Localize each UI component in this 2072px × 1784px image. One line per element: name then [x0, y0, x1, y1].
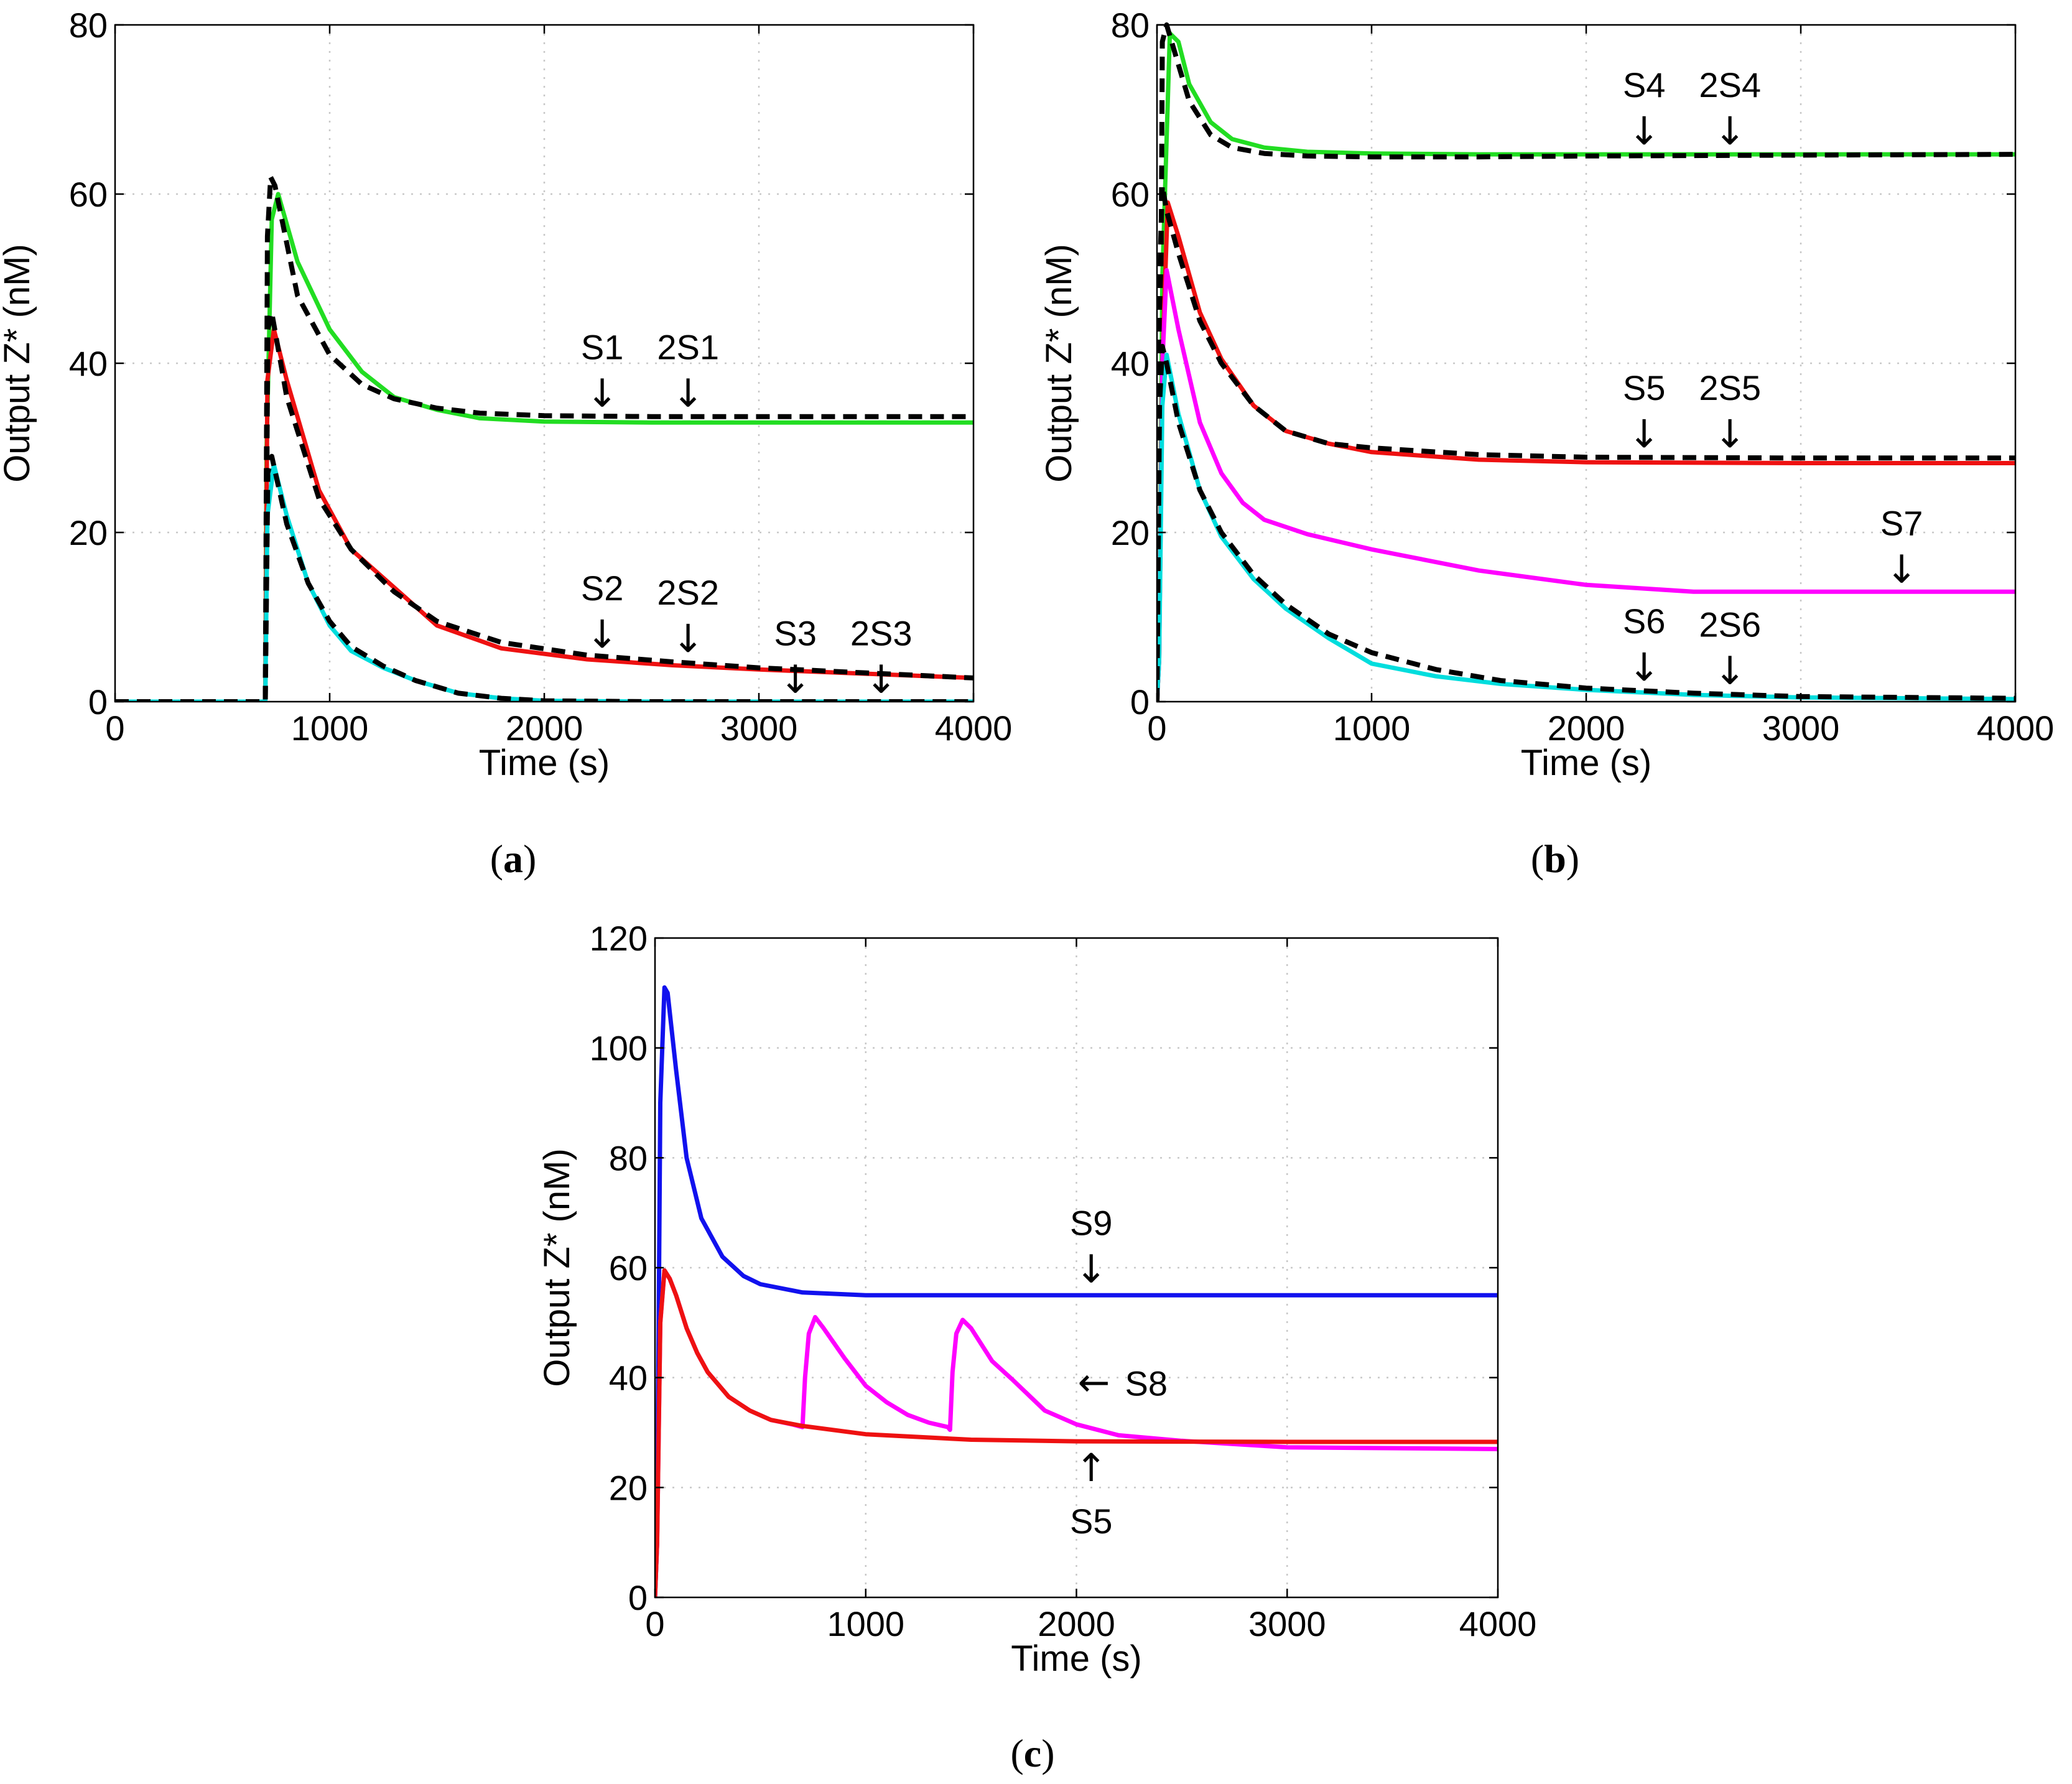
series-line-s9	[655, 985, 1498, 1597]
y-tick-label: 80	[1111, 6, 1150, 45]
caption-paren-close: )	[523, 837, 536, 881]
annotation-arrow-s8: ←	[1078, 1360, 1110, 1405]
x-axis-label: Time (s)	[479, 743, 610, 783]
annotation-arrow-s1: ↓	[586, 371, 618, 416]
caption-letter: c	[1024, 1731, 1041, 1775]
y-tick-label: 20	[609, 1468, 648, 1507]
y-tick-label: 60	[69, 175, 108, 214]
y-axis-label: Output Z* (nM)	[1039, 244, 1079, 483]
y-tick-label: 100	[590, 1029, 648, 1068]
caption-letter: b	[1544, 837, 1566, 881]
x-tick-label: 4000	[1977, 708, 2055, 748]
caption-paren-close: )	[1041, 1731, 1054, 1775]
caption-letter: a	[503, 837, 523, 881]
y-tick-label: 0	[1130, 682, 1150, 722]
panel-caption: (c)	[1010, 1731, 1054, 1775]
y-tick-label: 40	[1111, 344, 1150, 383]
x-tick-label: 1000	[1333, 708, 1411, 748]
annotation-arrow-s9: ↓	[1075, 1246, 1107, 1291]
annotation-label-s8: S8	[1125, 1364, 1168, 1403]
annotation-arrow-s6: ↓	[1628, 644, 1660, 690]
panel-caption: (b)	[1531, 837, 1579, 881]
x-axis-label: Time (s)	[1011, 1638, 1141, 1679]
annotation-label-s4: S4	[1623, 65, 1666, 105]
y-tick-label: 40	[69, 344, 108, 383]
annotation-label-2s4: 2S4	[1699, 65, 1761, 105]
series-group	[655, 985, 1498, 1597]
x-tick-label: 3000	[1762, 708, 1840, 748]
annotation-arrow-s5: ↑	[1075, 1445, 1107, 1490]
series-line-s2-dashed	[115, 310, 973, 702]
annotation-label-2s3: 2S3	[850, 613, 913, 653]
caption-paren-close: )	[1566, 837, 1579, 881]
x-tick-label: 1000	[827, 1604, 904, 1643]
annotation-arrow-s5: ↓	[1628, 411, 1660, 457]
y-tick-label: 120	[590, 919, 648, 958]
series-group	[115, 174, 973, 702]
annotation-arrow-2s5: ↓	[1714, 411, 1746, 457]
y-tick-label: 80	[69, 6, 108, 45]
chart-panel-a: 0 1000 2000 3000 4000 0 20 40 60 80 Time (s) Output…	[0, 6, 1012, 881]
y-axis-label: Output Z* (nM)	[537, 1148, 577, 1387]
x-tick-label: 2000	[506, 708, 583, 748]
x-tick-label: 4000	[1459, 1604, 1537, 1643]
y-tick-label: 60	[1111, 175, 1150, 214]
y-tick-label: 80	[609, 1138, 648, 1178]
y-tick-label: 60	[609, 1248, 648, 1288]
annotation-label-2s5: 2S5	[1699, 368, 1761, 407]
series-line-s7	[1157, 267, 2015, 702]
chart-panel-b: 0 1000 2000 3000 4000 0 20 40 60 80 Time (s) Output…	[1039, 6, 2054, 881]
annotation-label-2s1: 2S1	[657, 328, 719, 367]
x-tick-label: 2000	[1548, 708, 1625, 748]
y-tick-label: 0	[628, 1578, 648, 1617]
x-tick-label: 2000	[1038, 1604, 1115, 1643]
y-tick-label: 0	[88, 682, 108, 722]
annotation-label-s2: S2	[581, 569, 624, 608]
annotation-arrow-2s6: ↓	[1714, 648, 1746, 694]
annotation-arrow-s3: ↓	[779, 656, 812, 702]
annotation-arrow-s4: ↓	[1628, 108, 1660, 154]
x-tick-label: 3000	[720, 708, 798, 748]
annotation-label-s1: S1	[581, 328, 624, 367]
series-line-s4-dashed	[1157, 22, 2015, 702]
x-tick-label: 1000	[291, 708, 369, 748]
x-tick-label: 0	[645, 1604, 664, 1643]
x-tick-label: 4000	[935, 708, 1013, 748]
x-tick-label: 3000	[1248, 1604, 1326, 1643]
annotation-label-s5: S5	[1623, 368, 1666, 407]
annotation-arrow-s2: ↓	[586, 611, 618, 657]
y-axis-label: Output Z* (nM)	[0, 244, 37, 483]
annotation-label-2s2: 2S2	[657, 573, 719, 612]
x-tick-label: 0	[1147, 708, 1166, 748]
caption-paren-open: (	[490, 837, 503, 881]
annotation-label-s7: S7	[1880, 503, 1923, 542]
series-line-s6	[1157, 352, 2015, 702]
annotation-arrow-2s4: ↓	[1714, 108, 1746, 154]
annotation-label-s9: S9	[1070, 1203, 1113, 1242]
series-line-s3-dashed	[115, 453, 973, 702]
annotation-arrow-2s2: ↓	[672, 616, 704, 661]
series-line-s1-dashed	[115, 174, 973, 702]
caption-paren-open: (	[1531, 837, 1544, 881]
x-tick-label: 0	[105, 708, 124, 748]
caption-paren-open: (	[1010, 1731, 1023, 1775]
x-axis-label: Time (s)	[1521, 743, 1652, 783]
annotation-label-2s6: 2S6	[1699, 605, 1761, 644]
annotation-arrow-2s1: ↓	[672, 371, 704, 416]
annotation-label-s3: S3	[774, 613, 817, 653]
y-tick-label: 20	[1111, 513, 1150, 552]
chart-panel-c: 0 1000 2000 3000 4000 0 20 40 60 80 100 120 Time (s)…	[537, 919, 1536, 1775]
annotation-label-s5: S5	[1070, 1502, 1113, 1541]
panel-caption: (a)	[490, 837, 537, 881]
annotation-arrow-s7: ↓	[1885, 546, 1918, 592]
annotation-arrow-2s3: ↓	[865, 656, 898, 702]
y-tick-label: 20	[69, 513, 108, 552]
y-tick-label: 40	[609, 1359, 648, 1398]
annotation-label-s6: S6	[1623, 602, 1666, 641]
series-line-s5	[655, 1268, 1498, 1597]
